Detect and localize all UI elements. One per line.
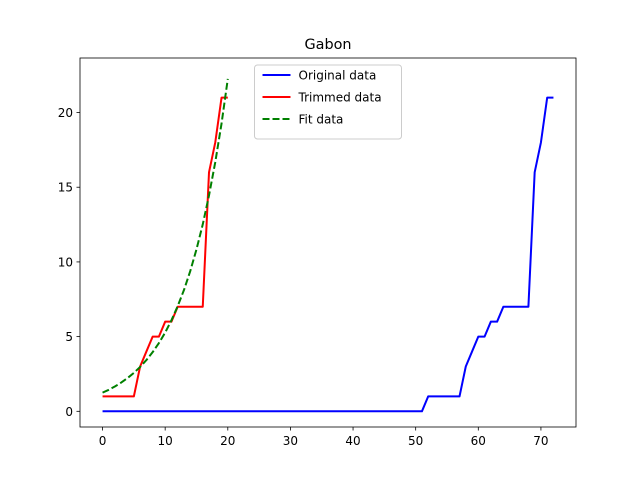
series-line-original-data — [102, 96, 554, 413]
x-tick-label: 0 — [99, 434, 107, 448]
y-tick-label: 15 — [58, 181, 73, 195]
axes-frame — [79, 57, 577, 428]
y-tick-label: 20 — [58, 106, 73, 120]
legend-box — [254, 64, 402, 140]
legend-label: Fit data — [299, 113, 344, 127]
x-tick-label: 50 — [408, 434, 423, 448]
y-tick-label: 10 — [58, 255, 73, 269]
series-line-trimmed-data — [102, 96, 228, 398]
legend-label: Trimmed data — [298, 91, 382, 105]
x-tick-label: 30 — [283, 434, 298, 448]
x-axis: 0 10 20 30 40 50 60 70 — [99, 427, 549, 448]
x-tick-label: 40 — [345, 434, 360, 448]
y-tick-label: 0 — [65, 405, 73, 419]
y-tick-label: 5 — [65, 330, 73, 344]
x-tick-label: 10 — [158, 434, 173, 448]
chart-title: Gabon — [304, 37, 351, 53]
legend-label: Original data — [299, 69, 377, 83]
series-layer — [102, 78, 554, 413]
y-axis: 0 5 10 15 20 — [58, 106, 80, 419]
series-line-fit-data — [102, 78, 229, 394]
legend: Original data Trimmed data Fit data — [254, 64, 402, 140]
x-tick-label: 60 — [471, 434, 486, 448]
x-tick-label: 70 — [533, 434, 548, 448]
x-tick-label: 20 — [220, 434, 235, 448]
